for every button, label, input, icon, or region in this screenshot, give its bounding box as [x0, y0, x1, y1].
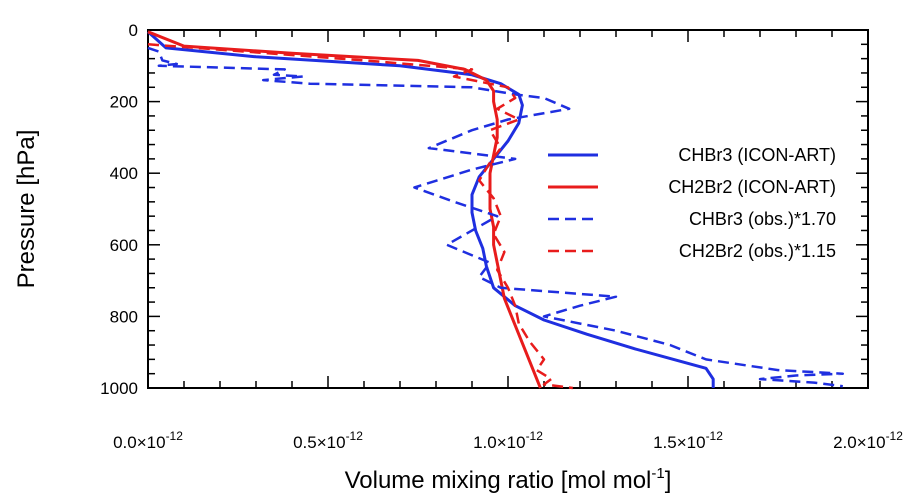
y-tick-label: 200 [110, 93, 138, 112]
legend-label-3: CHBr3 (obs.)*1.70 [689, 209, 836, 229]
y-tick-label: 0 [129, 21, 138, 40]
legend-label-1: CHBr3 (ICON-ART) [678, 145, 836, 165]
y-tick-label: 1000 [100, 379, 138, 398]
y-axis: 0 200 400 600 800 1000 [100, 21, 868, 398]
series-line-4 [147, 43, 573, 390]
y-tick-label: 600 [110, 236, 138, 255]
series-lines [146, 30, 845, 390]
x-tick-label: 0.0×10-12 [113, 429, 183, 452]
y-axis-title: Pressure [hPa] [13, 130, 40, 289]
y-tick-label: 400 [110, 164, 138, 183]
x-axis: 0.0×10-12 0.5×10-12 1.0×10-12 1.5×10-12 2.0×… [113, 30, 903, 452]
x-tick-label: 1.5×10-12 [653, 429, 723, 452]
legend: CHBr3 (ICON-ART) CH2Br2 (ICON-ART) CHBr3 (… [548, 145, 836, 261]
legend-label-2: CH2Br2 (ICON-ART) [668, 177, 836, 197]
x-tick-label: 1.0×10-12 [473, 429, 543, 452]
legend-label-4: CH2Br2 (obs.)*1.15 [679, 241, 836, 261]
x-tick-label: 0.5×10-12 [293, 429, 363, 452]
y-tick-label: 800 [110, 307, 138, 326]
x-tick-label: 2.0×10-12 [833, 429, 903, 452]
x-axis-title: Volume mixing ratio [mol mol-1] [345, 465, 672, 494]
series-line-3 [147, 46, 845, 388]
